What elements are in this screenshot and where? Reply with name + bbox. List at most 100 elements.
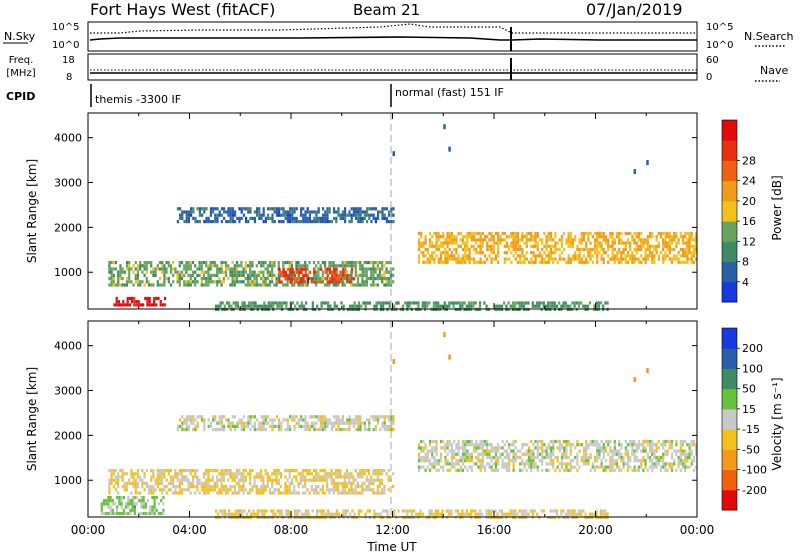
velocity-cell [307, 512, 310, 516]
velocity-cell [220, 415, 223, 419]
velocity-cell [477, 446, 480, 450]
power-cell [386, 301, 389, 305]
velocity-cell [644, 459, 647, 463]
power-cell [134, 267, 137, 271]
power-cell [538, 260, 542, 264]
velocity-cell [437, 509, 440, 513]
velocity-cell [602, 512, 605, 516]
power-cell [291, 220, 294, 224]
power-cell [453, 257, 456, 261]
power-cell [536, 247, 539, 252]
power-cell [121, 267, 124, 271]
velocity-cell [315, 469, 318, 473]
velocity-cell [392, 418, 395, 422]
velocity-cell [185, 475, 188, 479]
power-cell [271, 270, 274, 274]
power-cell [465, 304, 468, 308]
power-cell [222, 270, 225, 274]
velocity-cell [322, 424, 325, 428]
velocity-cell [384, 509, 387, 513]
velocity-cell [125, 485, 129, 489]
power-cell [331, 270, 334, 275]
velocity-cell [483, 449, 487, 453]
velocity-cell [334, 472, 338, 476]
power-cell [470, 304, 473, 308]
power-cell [420, 241, 423, 245]
power-colorbar-swatch [722, 241, 737, 263]
velocity-cell [657, 455, 660, 460]
power-cell [584, 304, 587, 308]
power-cell [582, 247, 586, 252]
power-cell [675, 241, 678, 245]
power-cell [112, 283, 115, 287]
power-cell [620, 241, 623, 245]
power-cell [388, 304, 391, 308]
velocity-cell [110, 469, 113, 473]
velocity-cell [387, 478, 390, 482]
power-cell [631, 254, 634, 258]
velocity-cell [315, 488, 318, 492]
power-cell [626, 241, 630, 245]
power-cell [179, 213, 182, 217]
velocity-cell [622, 455, 625, 460]
velocity-cell [247, 415, 250, 419]
velocity-cell [500, 509, 504, 513]
velocity-cell [664, 465, 667, 469]
velocity-cell [525, 452, 528, 456]
power-cell [359, 220, 362, 224]
power-cell [547, 260, 550, 264]
power-cell [554, 251, 557, 255]
velocity-cell [600, 462, 603, 466]
power-cell [361, 280, 364, 284]
velocity-cell [428, 468, 432, 472]
velocity-cell [313, 415, 316, 419]
velocity-cell [354, 478, 357, 482]
power-cell [488, 244, 491, 248]
power-cell [286, 280, 289, 284]
power-cell [249, 270, 252, 274]
velocity-cell [260, 469, 263, 473]
power-cell [359, 213, 362, 217]
velocity-cell [354, 469, 357, 473]
power-cell [194, 280, 197, 284]
power-cell [205, 261, 208, 265]
power-cell [589, 257, 592, 261]
velocity-cell [337, 428, 340, 432]
power-cell [348, 273, 351, 277]
velocity-cell [422, 439, 425, 444]
power-cell [553, 301, 556, 305]
velocity-cell [508, 455, 511, 460]
velocity-cell [256, 512, 259, 516]
power-cell [214, 207, 217, 211]
velocity-cell [348, 491, 351, 495]
velocity-x-axis: 00:00 04:00 08:00 12:00 16:00 20:00 00:00 [71, 321, 714, 537]
velocity-cell [368, 509, 372, 513]
velocity-cell [437, 512, 440, 516]
velocity-cell [337, 485, 340, 489]
velocity-cell [183, 421, 186, 425]
power-cell [426, 251, 429, 255]
power-cell [145, 277, 148, 281]
power-cell [246, 283, 250, 287]
velocity-cell [589, 455, 592, 460]
velocity-cell [167, 469, 170, 473]
velocity-cell [679, 459, 682, 463]
velocity-cell [585, 459, 588, 463]
power-cell [293, 207, 296, 211]
power-cell [497, 238, 500, 242]
power-cell [231, 270, 234, 274]
velocity-cell [576, 439, 579, 444]
power-cell [216, 270, 219, 274]
velocity-cell [228, 512, 231, 516]
velocity-cell [142, 505, 145, 509]
power-cell [302, 267, 305, 271]
velocity-cell [353, 512, 356, 516]
velocity-cell [446, 452, 449, 456]
power-cell [185, 283, 188, 287]
power-cell [503, 244, 506, 248]
velocity-cell [330, 421, 333, 425]
velocity-cell [448, 468, 451, 472]
velocity-cell [563, 449, 566, 453]
velocity-cell [464, 443, 467, 447]
velocity-cell [209, 424, 212, 428]
